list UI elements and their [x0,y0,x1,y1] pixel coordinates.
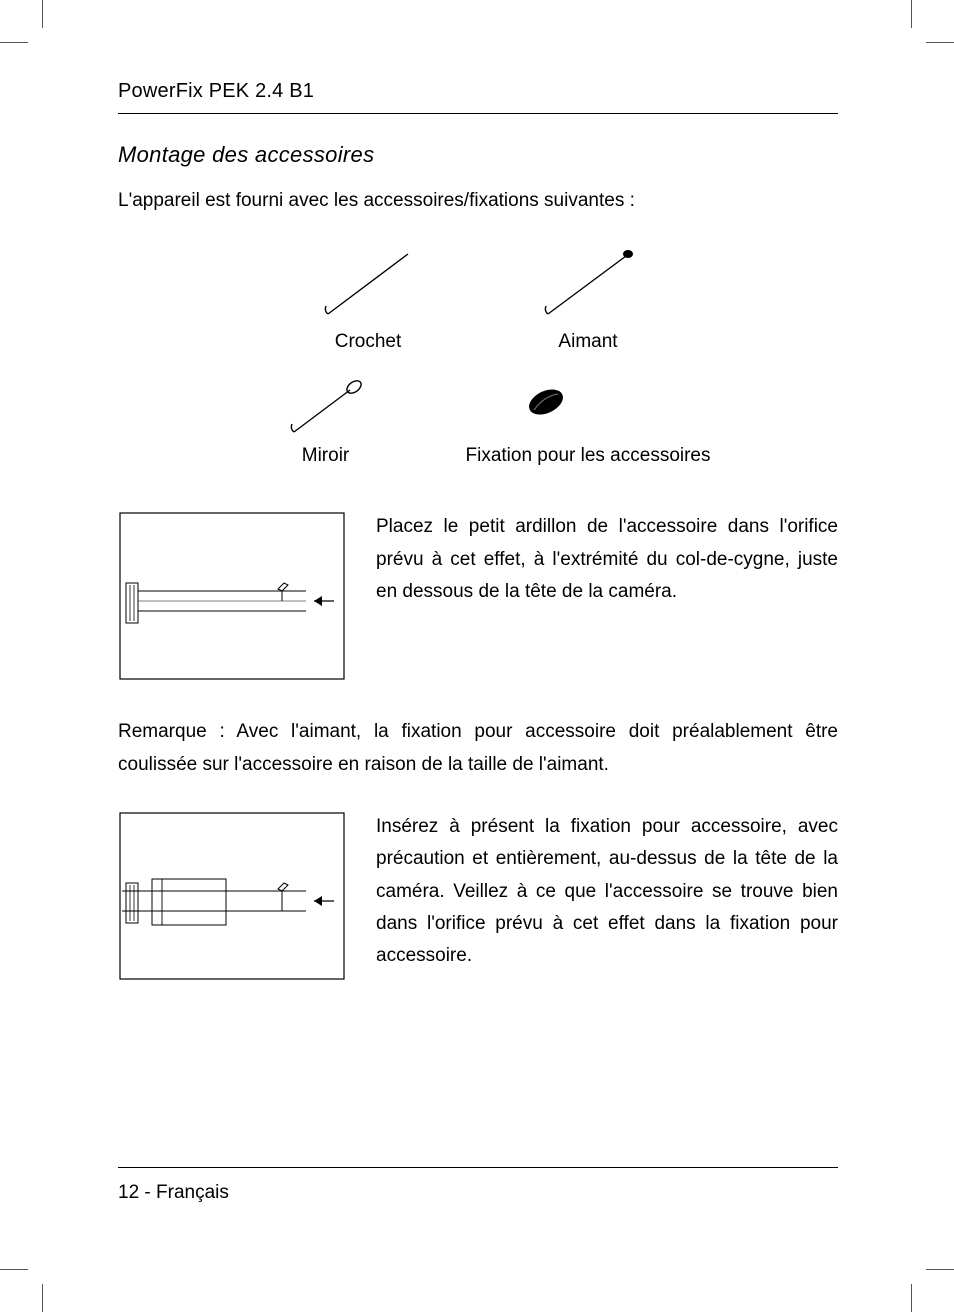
holder-label: Fixation pour les accessoires [466,445,711,467]
accessory-hook: Crochet [288,239,448,367]
accessories-grid: Crochet Aimant [208,239,748,481]
hook-label: Crochet [288,331,448,353]
crop-mark [911,1284,912,1312]
section-heading: Montage des accessoires [118,142,838,168]
step-2-diagram [118,811,346,986]
intro-text: L'appareil est fourni avec les accessoir… [118,186,838,215]
footer: 12 - Français [118,1167,838,1204]
step-1: Placez le petit ardillon de l'accessoire… [118,511,838,686]
content-area: PowerFix PEK 2.4 B1 Montage des accessoi… [118,80,838,1016]
step-1-text: Placez le petit ardillon de l'accessoire… [376,511,838,608]
step-1-diagram [118,511,346,686]
crop-mark [926,1269,954,1270]
footer-sep: - [139,1182,156,1203]
crop-mark [0,1269,28,1270]
crop-mark [42,0,43,28]
note-text: Remarque : Avec l'aimant, la fixation po… [118,716,838,781]
mirror-label: Miroir [246,445,406,467]
accessory-magnet: Aimant [508,239,668,367]
magnet-icon [508,239,668,329]
accessories-row: Crochet Aimant [208,239,748,367]
header-rule [118,113,838,114]
accessories-row: Miroir Fixation pour les accessoires [208,373,748,481]
step-2: Insérez à présent la fixation pour acces… [118,811,838,986]
magnet-label: Aimant [508,331,668,353]
crop-mark [42,1284,43,1312]
hook-icon [288,239,448,329]
step-2-text: Insérez à présent la fixation pour acces… [376,811,838,972]
accessory-holder: Fixation pour les accessoires [466,373,711,481]
crop-mark [0,42,28,43]
crop-mark [926,42,954,43]
mirror-icon [246,373,406,443]
holder-icon [466,373,626,443]
page: PowerFix PEK 2.4 B1 Montage des accessoi… [0,0,954,1312]
page-number: 12 [118,1182,139,1203]
header-title: PowerFix PEK 2.4 B1 [118,80,838,113]
crop-mark [911,0,912,28]
accessory-mirror: Miroir [246,373,406,481]
footer-lang: Français [156,1182,229,1203]
